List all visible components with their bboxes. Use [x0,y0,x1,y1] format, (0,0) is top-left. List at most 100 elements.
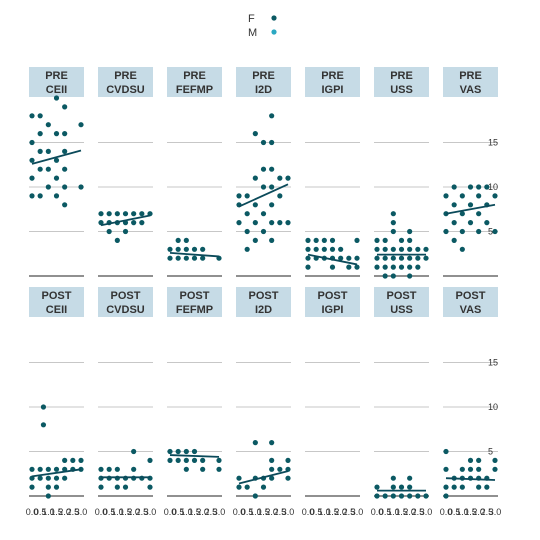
strip-label-bottom: IGPI [321,304,343,316]
data-point [467,466,474,472]
data-point [476,184,482,190]
x-tick-label: 0.5 [34,507,47,517]
strip-label-bottom: IGPI [321,84,343,96]
x-tick-label: 2.5 [343,507,356,517]
y-axis: 5 10 15 5 10 15 [488,138,498,457]
data-point [45,166,51,172]
data-point [354,255,360,261]
data-point [382,273,388,279]
data-point [407,237,413,243]
data-point [37,113,43,119]
x-tick-label: 3.0 [213,507,226,517]
x-tick-label: 1.5 [50,507,63,517]
data-point [106,466,112,472]
data-point [492,466,498,472]
data-point [252,131,258,137]
data-point [374,264,380,270]
data-point [459,484,465,490]
panel-pre-cvdsu: PRE CVDSU [98,67,153,277]
data-point [62,148,68,154]
data-point [382,493,388,499]
data-point [305,237,311,243]
data-point [70,457,76,463]
data-point [175,448,181,455]
strip-pre-cvdsu [98,67,153,97]
data-point [398,246,405,252]
x-tick-label: 3.0 [75,507,88,517]
data-point [285,175,291,181]
data-point [407,475,413,481]
data-point [183,237,189,243]
strip-label-bottom: VAS [460,304,482,316]
strip-post-cvdsu [98,287,153,317]
data-point [106,211,112,217]
panel-post-ceii: POST CEII [29,287,84,499]
data-point [459,246,465,252]
strip-label-top: PRE [459,70,482,82]
data-point [467,220,474,226]
data-point [260,139,267,146]
data-point [260,228,267,235]
data-point [467,184,474,190]
data-point [175,237,181,243]
y-tick-label: 5 [488,447,493,457]
strip-label-top: POST [180,290,210,302]
data-point [252,175,258,181]
data-point [131,211,137,217]
data-point [407,228,413,235]
data-point [277,193,283,199]
data-point [62,166,68,172]
y-tick-label: 15 [488,138,498,148]
data-point [443,193,449,199]
data-point [382,255,388,261]
data-point [252,202,258,208]
data-point [269,237,275,243]
strip-label-top: POST [111,290,141,302]
data-point [244,228,250,235]
data-point [476,457,482,463]
data-point [200,246,206,252]
data-point [476,466,482,472]
x-tick-label: 0.5 [241,507,254,517]
data-point [476,484,482,490]
data-point [252,220,258,226]
data-point [62,131,68,137]
strip-pre-igpi [305,67,360,97]
trend-line [31,468,82,478]
data-point [131,466,137,472]
data-point [451,484,457,490]
data-point [244,246,250,252]
data-point [29,157,35,163]
trend-line [238,470,289,485]
data-point [390,255,396,261]
trend-line [445,203,496,215]
x-axis: 0.00.51.01.52.02.53.0 0.00.51.01.52.02.53… [26,507,502,517]
data-point [167,255,173,261]
data-point [53,475,60,481]
data-point [260,484,267,490]
strip-post-igpi [305,287,360,317]
data-point [131,448,137,455]
data-point [313,246,319,252]
data-point [443,493,449,499]
data-point [305,255,311,261]
data-point [285,475,291,481]
data-point [451,202,457,208]
x-tick-label: 2.0 [265,507,278,517]
legend-label-f: F [248,13,255,25]
data-point [62,104,68,110]
data-point [45,466,51,472]
data-point [147,484,153,490]
x-tick-label: 2.5 [205,507,218,517]
panel-post-cvdsu: POST CVDSU [98,287,153,497]
x-tick-label: 0.0 [26,507,39,517]
data-point [305,264,311,270]
strip-pre-uss [374,67,429,97]
x-tick-label: 0.5 [379,507,392,517]
data-point [183,466,189,472]
strip-pre-i2d [236,67,291,97]
data-point [390,228,396,235]
strip-label-top: POST [249,290,279,302]
data-point [390,211,396,217]
strip-label-top: PRE [183,70,206,82]
